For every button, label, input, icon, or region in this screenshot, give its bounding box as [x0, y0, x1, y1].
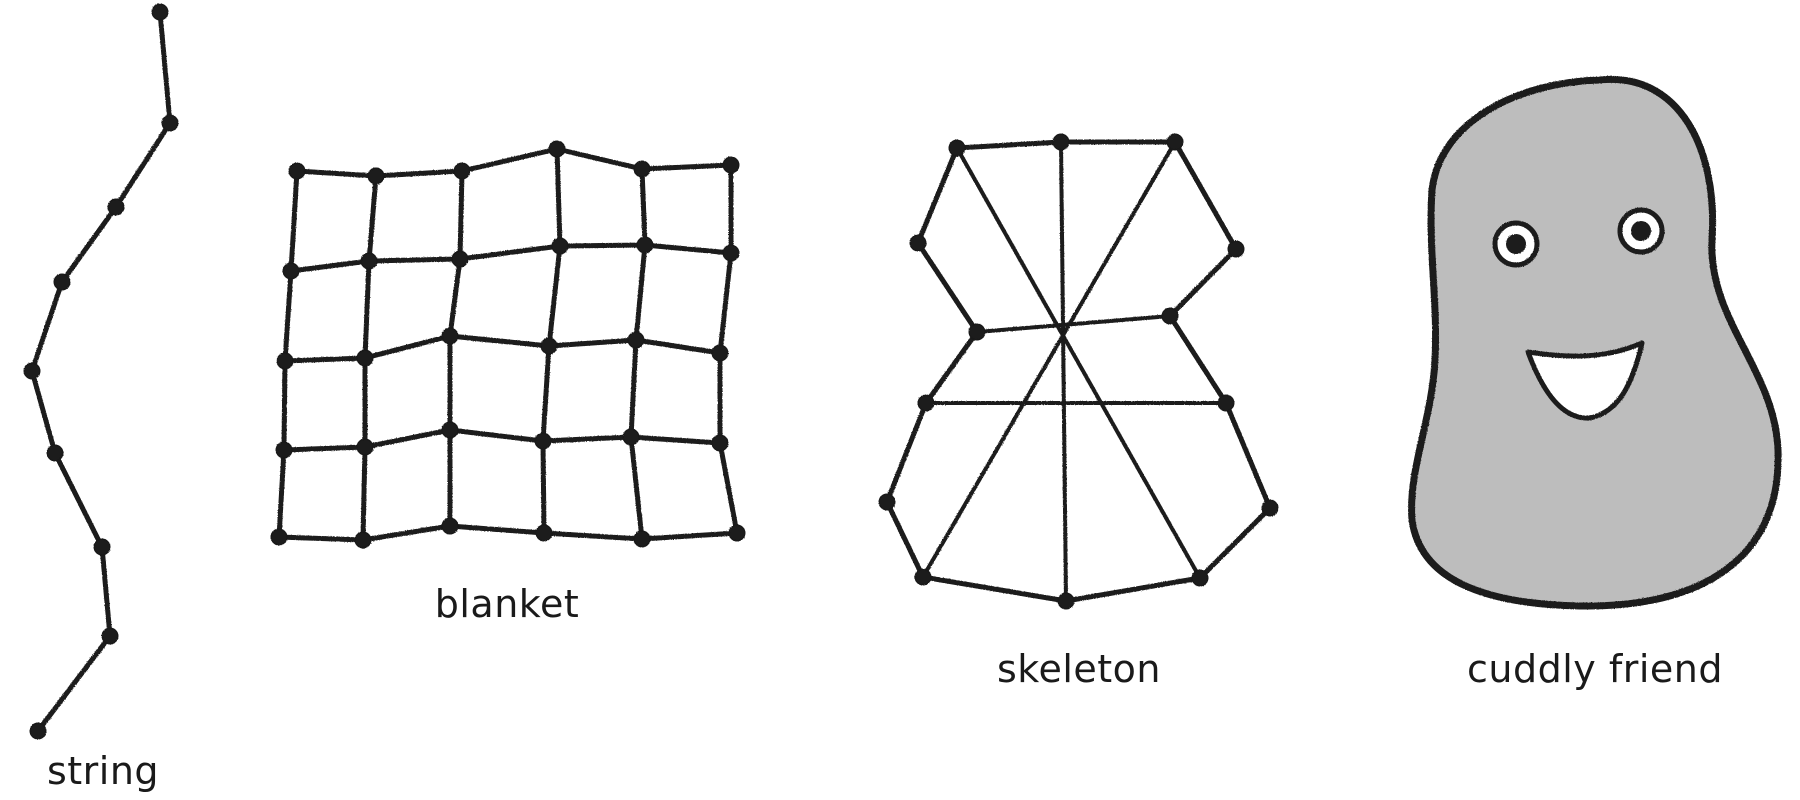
blanket-row: [283, 427, 721, 453]
blanket-node: [548, 140, 566, 158]
label-cuddly-friend: cuddly friend: [1467, 647, 1723, 691]
cuddly-friend-body: [1408, 75, 1782, 610]
smile-mouth: [1525, 340, 1645, 421]
blanket-node: [722, 244, 740, 262]
blanket-node: [627, 331, 645, 349]
blanket-node: [622, 428, 640, 446]
blanket-node: [441, 327, 459, 345]
string-node: [23, 362, 41, 380]
blanket-node: [356, 349, 374, 367]
blanket-node: [275, 441, 293, 459]
skeleton-nodes: [878, 133, 1279, 610]
blanket-node: [276, 352, 294, 370]
skeleton-node: [1161, 307, 1179, 325]
blanket-node: [636, 236, 654, 254]
skeleton-strut: [955, 147, 1202, 579]
string-node: [161, 114, 179, 132]
skeleton-node: [878, 493, 896, 511]
blanket-node: [722, 156, 740, 174]
string-nodes: [23, 3, 179, 740]
blanket-node: [451, 250, 469, 268]
string-node: [107, 198, 125, 216]
blanket-node: [540, 337, 558, 355]
string-node: [46, 444, 64, 462]
skeleton-node: [1227, 240, 1245, 258]
skeleton-node: [1057, 592, 1075, 610]
skeleton-node: [1191, 569, 1209, 587]
right-eye-icon: [1617, 207, 1665, 255]
left-eye-icon: [1492, 220, 1540, 268]
skeleton-strut: [921, 140, 1177, 579]
blanket-node: [360, 252, 378, 270]
blanket-node: [367, 167, 385, 185]
skeleton-struts: [921, 140, 1226, 602]
blanket-model: [270, 140, 746, 549]
skeleton-node: [914, 568, 932, 586]
string-node: [151, 3, 169, 21]
blanket-grid: [276, 146, 740, 543]
blanket-node: [441, 421, 459, 439]
blanket-node: [453, 162, 471, 180]
string-line: [29, 11, 173, 733]
string-node: [101, 627, 119, 645]
string-node: [53, 273, 71, 291]
skeleton-node: [909, 234, 927, 252]
skeleton-node: [1166, 133, 1184, 151]
skeleton-node: [1261, 499, 1279, 517]
skeleton-strut: [976, 314, 1171, 334]
blanket-row: [296, 146, 732, 179]
label-skeleton: skeleton: [997, 647, 1161, 691]
blanket-node: [551, 237, 569, 255]
blanket-node: [711, 434, 729, 452]
blanket-node: [356, 438, 374, 456]
blanket-row: [278, 523, 738, 543]
blanket-node: [270, 528, 288, 546]
blanket-node: [282, 262, 300, 280]
label-string: string: [46, 749, 160, 793]
blanket-node: [633, 530, 651, 548]
blanket-node: [534, 432, 552, 450]
blanket-node: [633, 160, 651, 178]
skeleton-node: [917, 394, 935, 412]
skeleton-outline: [884, 139, 1273, 604]
blanket-node: [288, 162, 306, 180]
blanket-node: [535, 524, 553, 542]
cuddly-friend: [1408, 75, 1782, 610]
skeleton-node: [1052, 133, 1070, 151]
blanket-col: [628, 168, 648, 540]
blanket-node: [354, 531, 372, 549]
label-blanket: blanket: [434, 582, 580, 626]
skeleton-node: [948, 139, 966, 157]
skeleton-node: [1217, 394, 1235, 412]
blanket-node: [711, 344, 729, 362]
string-node: [29, 722, 47, 740]
string-node: [93, 538, 111, 556]
blanket-node: [441, 517, 459, 535]
blanket-row: [284, 333, 721, 364]
blanket-row: [290, 242, 732, 274]
skeleton-strut: [1059, 141, 1068, 602]
blanket-node: [728, 524, 746, 542]
skeleton-node: [968, 323, 986, 341]
skeleton-model: [878, 133, 1279, 610]
blanket-nodes: [270, 140, 746, 549]
string-model: [23, 3, 179, 740]
blanket-col: [447, 170, 465, 526]
